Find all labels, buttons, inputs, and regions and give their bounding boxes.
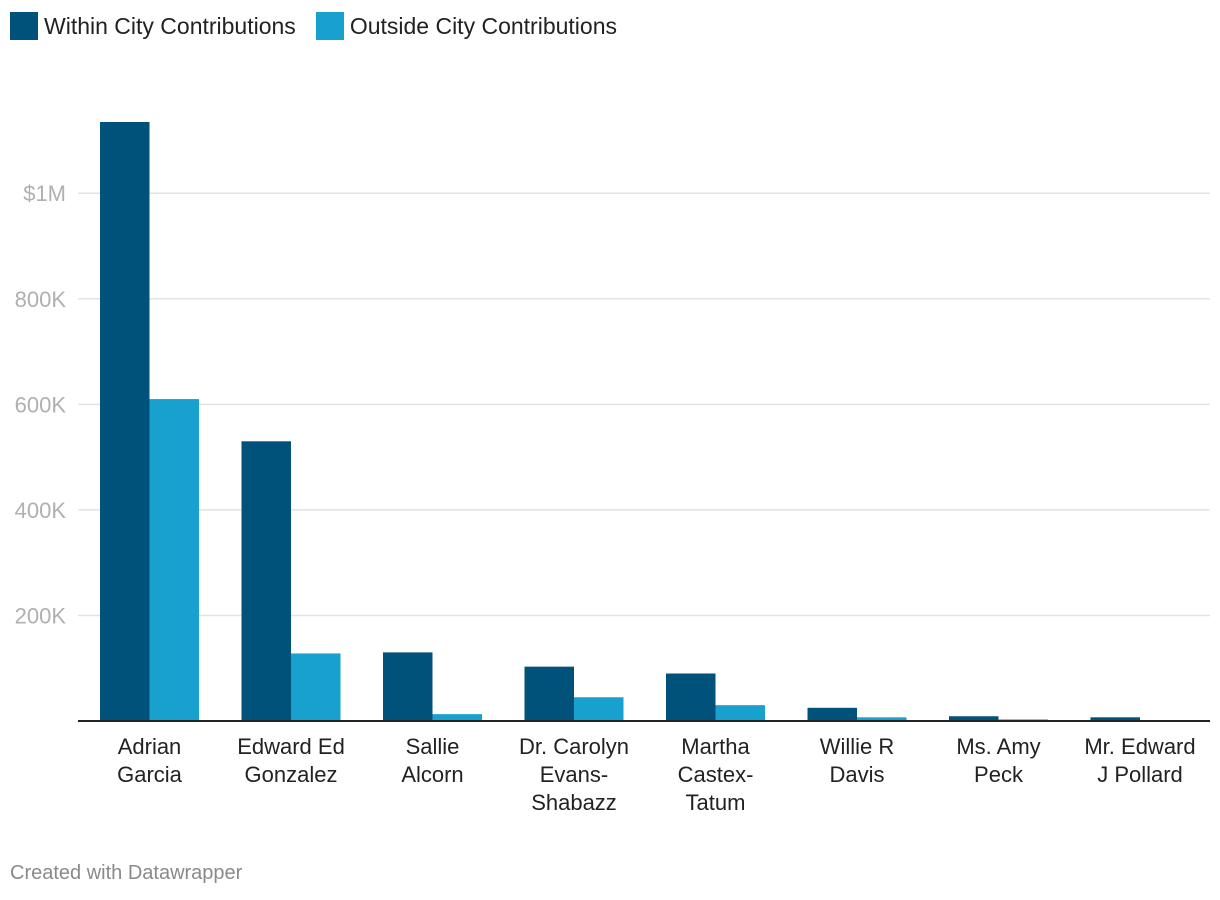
y-tick-label: $1M: [23, 181, 66, 206]
y-tick-label: 200K: [15, 603, 67, 628]
legend-item-outside-city: Outside City Contributions: [315, 12, 617, 40]
x-tick-label: Martha Castex-Tatum: [678, 734, 754, 815]
y-tick-label: 600K: [15, 392, 67, 417]
legend-label-outside-city: Outside City Contributions: [349, 12, 617, 39]
legend-label-within-city: Within City Contributions: [44, 12, 296, 39]
x-tick-label: Dr. Carolyn Evans-Shabazz: [519, 734, 629, 815]
bar: [1090, 717, 1140, 721]
x-tick-label: Mr. Edward J Pollard: [1084, 734, 1195, 787]
bar: [715, 705, 765, 721]
bar: [949, 716, 999, 721]
bar: [524, 666, 574, 721]
x-tick-label: Ms. Amy Peck: [956, 734, 1040, 787]
bar: [149, 399, 199, 721]
bar: [383, 652, 433, 721]
y-tick-label: 800K: [15, 287, 67, 312]
footer-credit: Created with Datawrapper: [10, 862, 243, 884]
chart-legend: Within City Contributions Outside City C…: [10, 12, 617, 40]
legend-swatch-within-city: [10, 12, 38, 40]
legend-swatch-outside-city: [315, 12, 344, 40]
x-tick-label: Sallie Alcorn: [401, 734, 463, 787]
x-tick-label: Edward Ed Gonzalez: [237, 734, 345, 787]
y-tick-label: 400K: [15, 498, 67, 523]
bar: [291, 653, 341, 721]
bar: [807, 707, 857, 721]
legend-item-within-city: Within City Contributions: [10, 12, 296, 40]
bar: [241, 441, 291, 721]
x-tick-label: Adrian Garcia: [117, 734, 183, 787]
bar: [666, 673, 716, 721]
x-tick-label: Willie R Davis: [820, 734, 895, 787]
bar: [857, 717, 907, 721]
bar: [432, 714, 482, 721]
bar: [100, 122, 150, 721]
bar: [574, 697, 624, 721]
